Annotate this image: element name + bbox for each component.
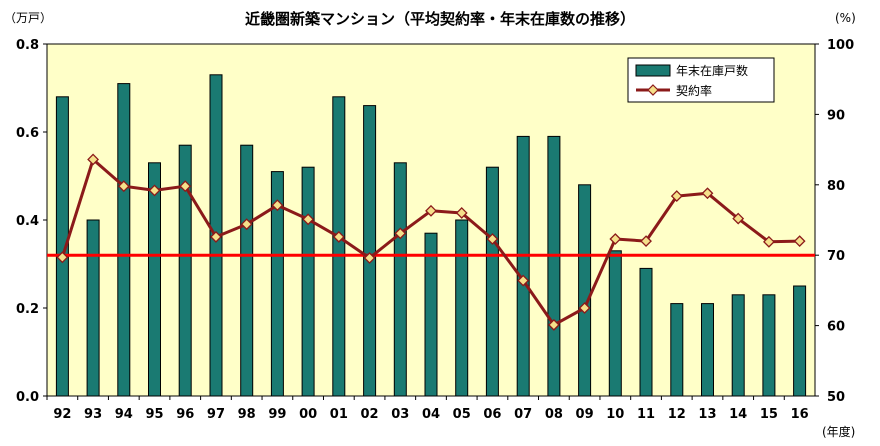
bar <box>270 171 284 397</box>
bar <box>148 162 161 397</box>
x-axis-tick-label: 07 <box>514 407 532 422</box>
bar <box>670 303 684 397</box>
x-axis-tick-label: 13 <box>698 407 716 422</box>
right-axis-tick-label: 100 <box>827 38 854 53</box>
line-point <box>609 233 622 245</box>
x-axis-tick-label: 92 <box>53 407 71 422</box>
bar <box>363 105 377 397</box>
x-axis-tick-label: 95 <box>145 407 163 422</box>
line-layer <box>56 153 806 331</box>
legend-bar-swatch <box>635 64 671 77</box>
bars-layer <box>55 74 807 397</box>
bar <box>178 144 192 397</box>
line-point <box>701 187 714 200</box>
left-axis-tick-label: 0.4 <box>16 214 39 229</box>
right-axis-tick-label: 60 <box>827 320 845 335</box>
line-point <box>271 199 284 212</box>
bar <box>608 250 622 397</box>
axes-layer: 0.0 0.2 0.4 0.6 0.8 50 60 70 80 90 100 92 93 94 95 96 97… <box>16 38 854 422</box>
line-point <box>148 184 161 197</box>
line-point <box>640 235 652 248</box>
right-axis-tick-label: 80 <box>827 179 845 194</box>
x-axis-tick-label: 03 <box>391 407 409 422</box>
line-point <box>332 230 345 243</box>
bar <box>485 166 499 397</box>
bar <box>547 135 561 397</box>
line-point <box>56 251 69 264</box>
bar <box>639 267 653 397</box>
line-point <box>517 274 530 287</box>
x-axis-tick-label: 94 <box>115 407 133 422</box>
x-axis-tick-label: 96 <box>176 407 194 422</box>
bar <box>516 135 530 397</box>
bar <box>301 166 315 397</box>
bar <box>86 219 100 397</box>
line-point <box>455 207 468 219</box>
x-axis-tick-label: 00 <box>299 407 317 422</box>
left-axis-tick-label: 0.6 <box>16 126 39 141</box>
bar <box>424 232 438 397</box>
x-axis-tick-label: 98 <box>238 407 256 422</box>
line-point <box>425 204 437 217</box>
right-axis-unit: (%) <box>835 11 856 25</box>
bar <box>393 162 407 397</box>
line-point <box>179 180 192 193</box>
bar <box>240 144 254 397</box>
left-axis-unit: （万戸） <box>4 11 52 25</box>
x-axis-tick-label: 09 <box>576 407 594 422</box>
line-point <box>486 233 499 245</box>
x-axis-tick-label: 15 <box>760 407 778 422</box>
x-axis-tick-label: 08 <box>545 407 563 422</box>
bar <box>117 83 131 397</box>
line-point <box>578 302 591 314</box>
line-point <box>763 235 775 248</box>
line-point <box>670 190 683 202</box>
chart-title: 近畿圏新築マンション（平均契約率・年末在庫数の推移） <box>245 10 635 28</box>
line-point <box>87 153 99 166</box>
x-axis-tick-label: 14 <box>729 407 747 422</box>
right-axis-tick-label: 70 <box>827 249 845 264</box>
legend-bar-label: 年末在庫戸数 <box>676 63 748 78</box>
x-axis-tick-label: 10 <box>606 407 624 422</box>
right-axis-tick-label: 50 <box>827 390 845 405</box>
left-axis-tick-label: 0.8 <box>16 38 39 53</box>
x-axis-tick-label: 02 <box>361 407 379 422</box>
bar <box>455 219 469 397</box>
x-axis-tick-label: 93 <box>84 407 102 422</box>
bar <box>578 184 592 397</box>
left-axis-tick-label: 0.2 <box>16 302 39 317</box>
line-point <box>547 318 560 331</box>
line-point <box>793 235 806 248</box>
x-axis-tick-label: 01 <box>330 407 348 422</box>
left-axis-tick-label: 0.0 <box>16 390 39 405</box>
legend-line-label: 契約率 <box>676 83 712 98</box>
x-axis-tick-label: 11 <box>637 407 655 422</box>
x-axis-unit: (年度) <box>822 424 855 439</box>
x-axis-tick-label: 97 <box>207 407 225 422</box>
line-point <box>302 213 315 226</box>
x-axis-tick-label: 12 <box>668 407 686 422</box>
bar <box>793 285 807 397</box>
line-point <box>394 227 407 240</box>
legend: 年末在庫戸数 契約率 <box>627 57 775 103</box>
x-axis-tick-label: 06 <box>483 407 501 422</box>
bar <box>332 96 346 397</box>
bar <box>701 303 714 397</box>
line-point <box>117 180 130 193</box>
bar <box>55 96 69 397</box>
x-axis-tick-label: 04 <box>422 407 440 422</box>
line-point <box>240 218 253 231</box>
legend-line-marker <box>647 84 659 96</box>
right-axis-tick-label: 90 <box>827 108 845 123</box>
bar <box>762 294 776 397</box>
line-point <box>210 230 222 243</box>
x-axis-tick-label: 16 <box>791 407 809 422</box>
line-point <box>732 212 745 225</box>
line-point <box>363 252 376 264</box>
x-axis-tick-label: 05 <box>453 407 471 422</box>
bar <box>731 294 745 397</box>
x-axis-tick-label: 99 <box>268 407 286 422</box>
